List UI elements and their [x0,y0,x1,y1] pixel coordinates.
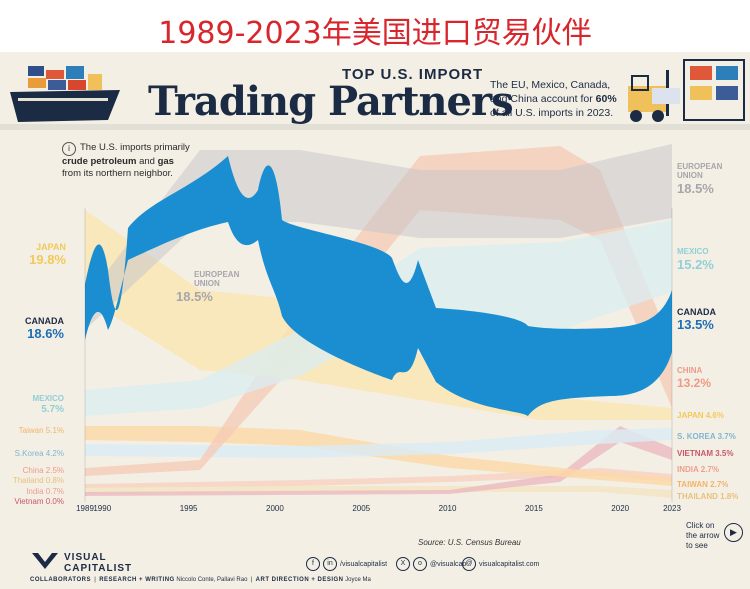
left-label-skorea: S.Korea 4.2% [14,449,64,458]
x-tick-1995: 1995 [180,504,198,513]
x-tick-2015: 2015 [525,504,543,513]
mid-label-eu-line2: UNION [194,279,220,288]
band-taiwan [85,426,672,486]
left-label-canada: CANADA [25,316,64,326]
right-label-canada: CANADA [677,307,716,317]
social-facebook[interactable]: f in/visualcapitalist [306,557,387,571]
left-value-japan: 19.8% [29,252,66,267]
social-web[interactable]: @ visualcapitalist.com [462,557,539,571]
right-label-mexico: MEXICO [677,247,709,256]
banner: 1989-2023年美国进口贸易伙伴 [0,0,750,52]
right-label-taiwan: TAIWAN 2.7% [677,480,729,489]
band-korea [85,428,672,458]
x-tick-2010: 2010 [439,504,457,513]
facebook-icon: f [306,557,320,571]
next-arrow-button[interactable]: ▶ [724,523,743,542]
right-label-japan: JAPAN 4.6% [677,411,724,420]
left-label-india: India 0.7% [26,487,64,496]
left-label-thailand: Thailand 0.8% [12,476,64,485]
chart-subtitle: The EU, Mexico, Canada, and China accoun… [490,79,617,119]
right-label-vietnam: VIETNAM 3.5% [677,449,734,458]
cargo-ship-illustration [10,66,120,122]
forklift-illustration [628,59,745,122]
instagram-icon: o [413,557,427,571]
header-divider [0,124,750,130]
left-label-taiwan: Taiwan 5.1% [18,426,64,435]
source-note: Source: U.S. Census Bureau [418,538,521,547]
canada-callout: i The U.S. imports primarily crude petrol… [62,142,190,179]
chart-kicker: TOP U.S. IMPORT [342,66,484,83]
left-label-japan: JAPAN [36,242,66,252]
click-hint: Click on the arrow to see [686,521,720,550]
x-icon: X [396,557,410,571]
right-value-canada: 13.5% [677,317,714,332]
left-value-mexico: 5.7% [41,404,64,415]
visual-capitalist-logo-icon [32,553,58,569]
left-label-china: China 2.5% [22,466,64,475]
mid-label-eu-line1: EUROPEAN [194,270,240,279]
right-label-skorea: S. KOREA 3.7% [677,432,736,441]
right-value-china: 13.2% [677,376,712,390]
right-label-china: CHINA [677,366,703,375]
chart-title: Trading Partners [148,78,514,125]
right-value-eu: 18.5% [677,181,714,196]
x-tick-2020: 2020 [611,504,629,513]
right-value-mexico: 15.2% [677,257,714,272]
x-tick-2005: 2005 [352,504,370,513]
header [0,52,750,128]
x-tick-2023: 2023 [663,504,681,513]
left-value-canada: 18.6% [27,326,64,341]
x-tick-1990: 1990 [93,504,111,513]
brand-name: VISUAL CAPITALIST [64,552,133,574]
x-tick-2000: 2000 [266,504,284,513]
right-label-eu-line1: EUROPEAN [677,162,723,171]
linkedin-icon: in [323,557,337,571]
band-canada [85,156,672,416]
right-label-thailand: THAILAND 1.8% [677,492,739,501]
mid-value-eu: 18.5% [176,289,213,304]
right-label-eu-line2: UNION [677,171,703,180]
globe-icon: @ [462,557,476,571]
left-label-vietnam: Vietnam 0.0% [14,497,64,506]
right-label-india: INDIA 2.7% [677,465,719,474]
x-tick-1989: 1989 [76,504,94,513]
info-icon: i [62,142,76,156]
banner-title: 1989-2023年美国进口贸易伙伴 [158,16,592,51]
stream-chart: 1989 1990 1995 2000 2005 2010 2015 2020 2023 [76,144,681,513]
credits: COLLABORATORS | RESEARCH + WRITING Nicco… [30,577,371,583]
left-label-mexico: MEXICO [32,394,64,403]
